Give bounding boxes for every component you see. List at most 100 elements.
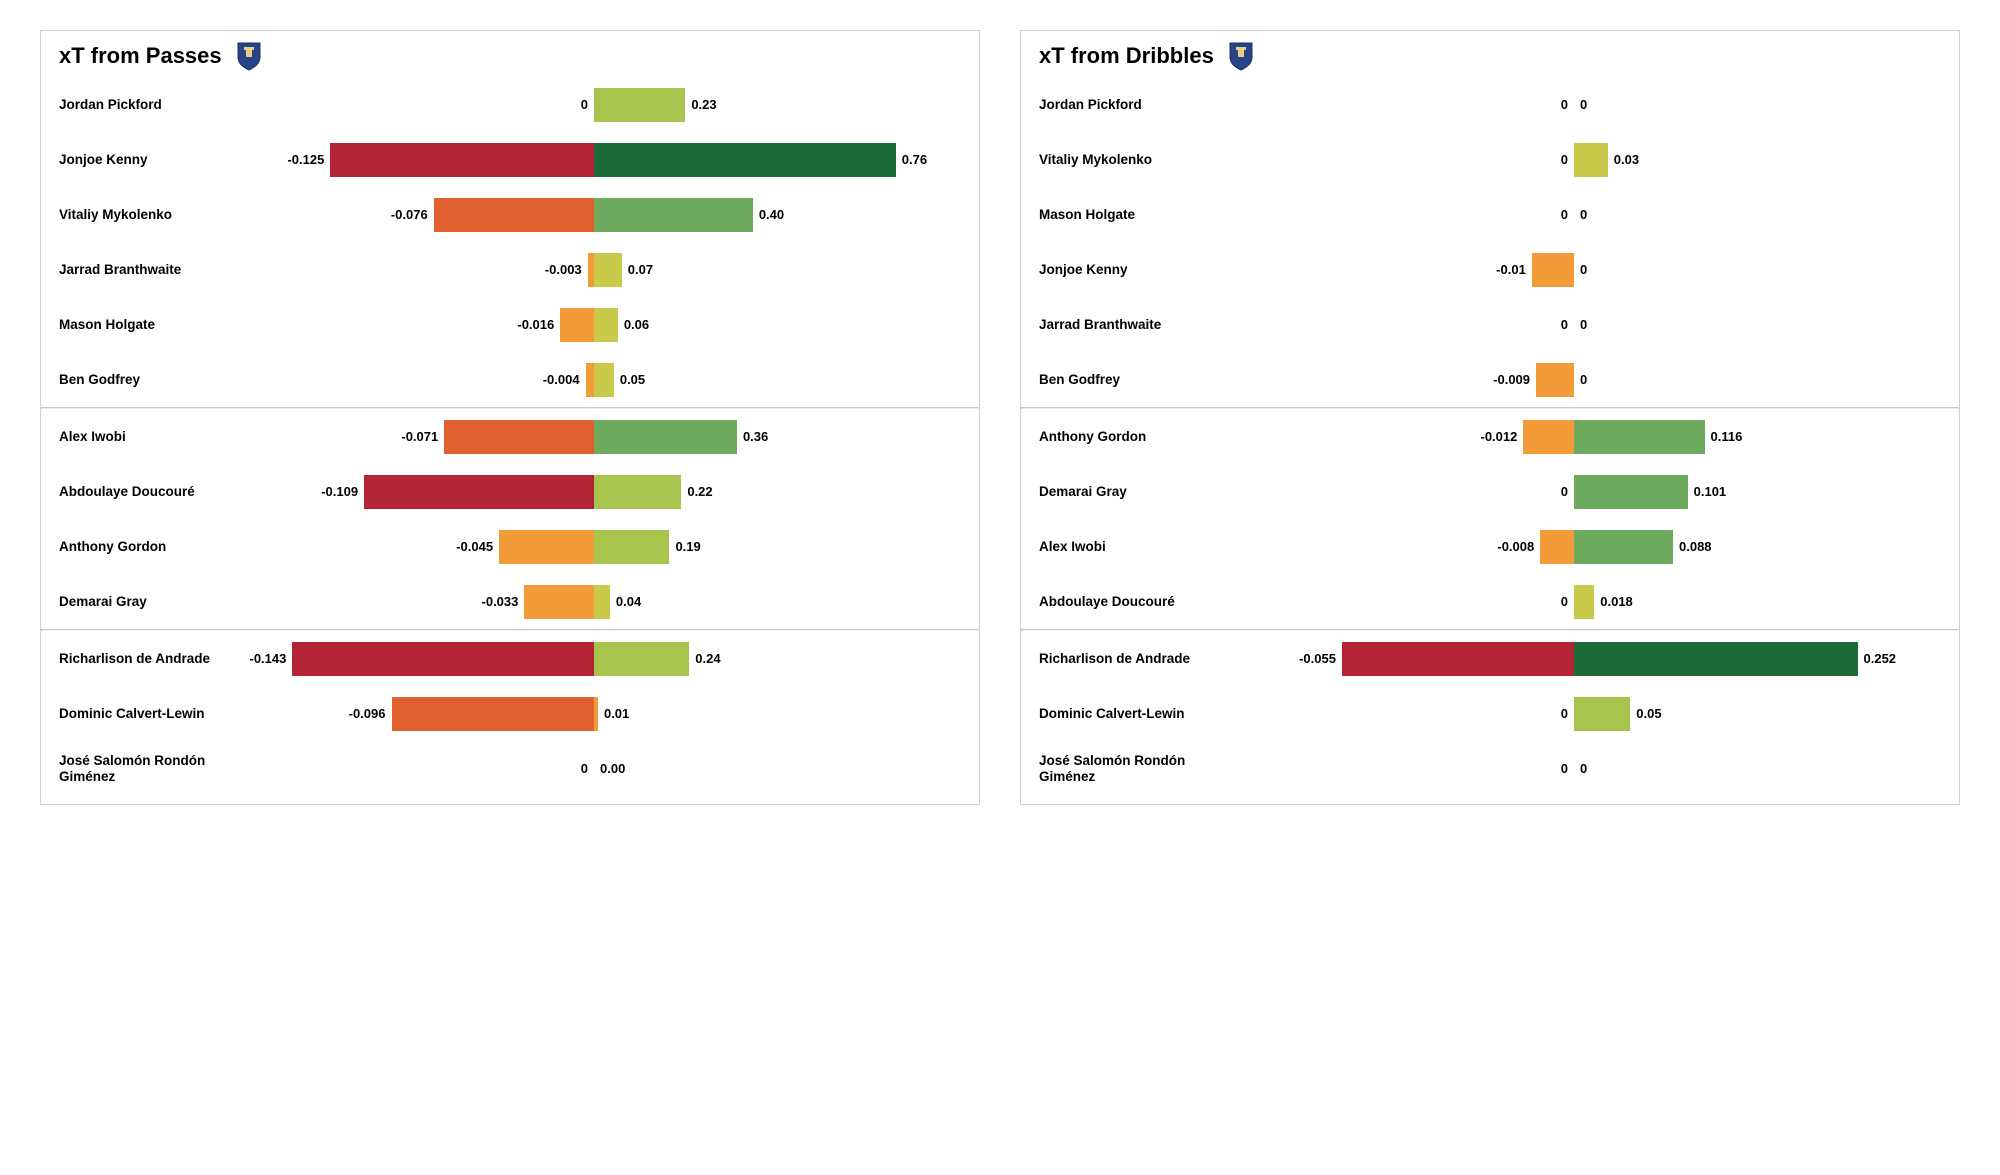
player-name: Ben Godfrey <box>59 372 219 388</box>
player-row: Abdoulaye Doucouré00.018 <box>1021 574 1959 629</box>
neg-value: 0 <box>1555 207 1574 222</box>
neg-bar <box>434 198 594 232</box>
player-row: Alex Iwobi -0.071 0.36 <box>41 409 979 464</box>
pos-value: 0.24 <box>689 651 726 666</box>
pos-bar <box>594 585 610 619</box>
pos-value: 0.36 <box>737 429 774 444</box>
pos-value: 0 <box>1574 761 1593 776</box>
player-name: José Salomón Rondón Giménez <box>59 753 219 784</box>
pos-value: 0.116 <box>1705 429 1749 444</box>
pos-bar <box>594 143 896 177</box>
player-row: Richarlison de Andrade -0.143 0.24 <box>41 631 979 686</box>
player-row: Jordan Pickford00 <box>1021 77 1959 132</box>
rows-passes: Jordan Pickford00.23Jonjoe Kenny-0.1250.… <box>41 77 979 804</box>
neg-bar <box>499 530 594 564</box>
bar-area: 0 0.101 <box>1199 464 1949 519</box>
neg-value: 0 <box>1555 706 1574 721</box>
player-row: Richarlison de Andrade-0.0550.252 <box>1021 631 1959 686</box>
rows-dribbles: Jordan Pickford00Vitaliy Mykolenko00.03M… <box>1021 77 1959 804</box>
pos-bar <box>594 475 681 509</box>
pos-bar <box>594 88 685 122</box>
player-name: Alex Iwobi <box>1039 539 1199 555</box>
pos-bar <box>594 253 622 287</box>
neg-value: -0.096 <box>343 706 392 721</box>
player-row: Vitaliy Mykolenko-0.0760.40 <box>41 187 979 242</box>
player-row: Jonjoe Kenny-0.010 <box>1021 242 1959 297</box>
neg-bar <box>330 143 594 177</box>
pos-value: 0.05 <box>614 372 651 387</box>
neg-value: -0.045 <box>450 539 499 554</box>
neg-value: -0.033 <box>476 594 525 609</box>
pos-value: 0 <box>1574 317 1593 332</box>
everton-crest-icon <box>1228 41 1254 71</box>
pos-bar <box>1574 475 1688 509</box>
player-row: Vitaliy Mykolenko00.03 <box>1021 132 1959 187</box>
pos-bar <box>1574 530 1673 564</box>
player-name: Jonjoe Kenny <box>1039 262 1199 278</box>
neg-value: -0.01 <box>1490 262 1532 277</box>
bar-area: -0.010 <box>1199 242 1949 297</box>
neg-value: 0 <box>1555 152 1574 167</box>
neg-bar <box>1536 363 1574 397</box>
player-name: Richarlison de Andrade <box>1039 651 1199 667</box>
pos-value: 0.101 <box>1688 484 1733 499</box>
pos-bar <box>594 420 737 454</box>
pos-value: 0.07 <box>622 262 659 277</box>
pos-value: 0.03 <box>1608 152 1645 167</box>
everton-crest-icon <box>236 41 262 71</box>
bar-area: 00 <box>1199 741 1949 796</box>
neg-value: -0.012 <box>1475 429 1524 444</box>
neg-bar <box>1532 253 1574 287</box>
bar-area: -0.004 0.05 <box>219 352 969 407</box>
bar-area: -0.0080.088 <box>1199 519 1949 574</box>
bar-area: 00.23 <box>219 77 969 132</box>
pos-value: 0.018 <box>1594 594 1639 609</box>
pos-value: 0.04 <box>610 594 647 609</box>
player-name: José Salomón Rondón Giménez <box>1039 753 1199 784</box>
neg-value: -0.004 <box>537 372 586 387</box>
player-row: Mason Holgate00 <box>1021 187 1959 242</box>
chart-title: xT from Passes <box>59 43 222 69</box>
pos-bar <box>1574 585 1594 619</box>
player-name: Ben Godfrey <box>1039 372 1199 388</box>
bar-area: -0.012 0.116 <box>1199 409 1949 464</box>
pos-bar <box>594 198 753 232</box>
neg-bar <box>1540 530 1574 564</box>
bar-area: -0.0090 <box>1199 352 1949 407</box>
bar-area: -0.0160.06 <box>219 297 969 352</box>
neg-value: -0.143 <box>243 651 292 666</box>
player-name: Abdoulaye Doucouré <box>59 484 219 500</box>
pos-bar <box>1574 420 1705 454</box>
player-name: Dominic Calvert-Lewin <box>59 706 219 722</box>
player-name: Jordan Pickford <box>59 97 219 113</box>
bar-area: -0.1090.22 <box>219 464 969 519</box>
charts-wrap: xT from Passes Jordan Pickford00.23Jonjo… <box>40 30 1960 805</box>
player-name: Jordan Pickford <box>1039 97 1199 113</box>
chart-dribbles: xT from Dribbles Jordan Pickford00Vitali… <box>1020 30 1960 805</box>
player-row: Ben Godfrey -0.004 0.05 <box>41 352 979 407</box>
neg-value: -0.071 <box>395 429 444 444</box>
neg-value: -0.055 <box>1293 651 1342 666</box>
bar-area: 00 <box>1199 297 1949 352</box>
player-name: Mason Holgate <box>1039 207 1199 223</box>
player-name: Dominic Calvert-Lewin <box>1039 706 1199 722</box>
player-row: Dominic Calvert-Lewin00.05 <box>1021 686 1959 741</box>
pos-value: 0.76 <box>896 152 933 167</box>
player-name: Richarlison de Andrade <box>59 651 219 667</box>
bar-area: -0.033 0.04 <box>219 574 969 629</box>
neg-bar <box>444 420 594 454</box>
player-row: Jonjoe Kenny-0.1250.76 <box>41 132 979 187</box>
pos-bar <box>594 308 618 342</box>
neg-value: -0.109 <box>315 484 364 499</box>
neg-value: 0 <box>1555 484 1574 499</box>
player-name: Alex Iwobi <box>59 429 219 445</box>
neg-bar <box>364 475 594 509</box>
neg-value: 0 <box>1555 594 1574 609</box>
player-name: Anthony Gordon <box>1039 429 1199 445</box>
player-name: Anthony Gordon <box>59 539 219 555</box>
pos-bar <box>594 642 689 676</box>
neg-bar <box>586 363 594 397</box>
pos-bar <box>594 363 614 397</box>
bar-area: -0.0030.07 <box>219 242 969 297</box>
player-row: Abdoulaye Doucouré-0.1090.22 <box>41 464 979 519</box>
